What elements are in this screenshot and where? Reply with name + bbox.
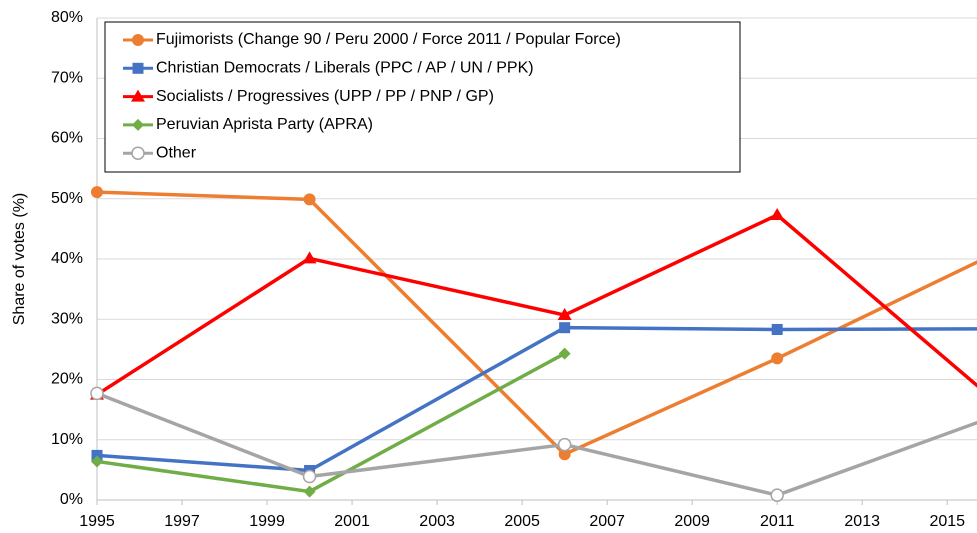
legend-label: Fujimorists (Change 90 / Peru 2000 / For…: [156, 31, 621, 48]
legend: Fujimorists (Change 90 / Peru 2000 / For…: [104, 21, 741, 173]
x-tick-label: 1997: [164, 513, 200, 530]
y-tick-label: 30%: [51, 310, 83, 327]
x-tick-label: 2007: [589, 513, 625, 530]
marker: [90, 386, 104, 401]
marker: [132, 34, 144, 46]
x-tick-label: 2011: [760, 513, 795, 530]
y-tick-label: 60%: [51, 130, 83, 147]
x-tick-label: 1995: [79, 513, 115, 530]
series-line: [96, 190, 977, 456]
marker: [302, 469, 317, 484]
marker: [91, 455, 103, 468]
y-tick-label: 0%: [60, 491, 83, 508]
marker: [558, 448, 571, 461]
y-tick-label: 40%: [51, 250, 83, 267]
marker: [559, 322, 571, 334]
y-tick-label: 80%: [51, 9, 83, 26]
x-tick-label: 1999: [249, 513, 285, 530]
marker: [302, 251, 317, 264]
marker: [303, 193, 316, 206]
marker: [131, 146, 145, 160]
y-tick-label: 70%: [51, 69, 83, 86]
y-tick-label: 10%: [51, 431, 83, 448]
marker: [303, 485, 316, 498]
marker: [558, 347, 571, 360]
y-tick-label: 50%: [51, 190, 83, 207]
legend-label: Socialists / Progressives (UPP / PP / PN…: [156, 88, 494, 105]
legend-box: [104, 21, 741, 173]
marker: [771, 352, 784, 365]
marker: [771, 323, 783, 335]
marker: [91, 186, 103, 199]
y-tick-label: 20%: [51, 371, 83, 388]
marker: [770, 488, 784, 502]
marker: [557, 437, 572, 452]
legend-label: Other: [156, 144, 197, 161]
x-tick-label: 2009: [674, 513, 710, 530]
x-tick-label: 2015: [929, 513, 965, 530]
x-tick-label: 2001: [334, 513, 370, 530]
y-axis-label: Share of votes (%): [11, 193, 28, 326]
marker: [132, 118, 144, 131]
marker: [91, 449, 103, 461]
x-tick-label: 2005: [504, 513, 540, 530]
marker: [557, 308, 572, 321]
marker: [770, 208, 785, 221]
plot-area: [90, 186, 977, 502]
legend-label: Peruvian Aprista Party (APRA): [156, 116, 373, 133]
legend-label: Christian Democrats / Liberals (PPC / AP…: [156, 60, 534, 77]
marker: [131, 89, 145, 102]
x-tick-label: 2013: [844, 513, 880, 530]
marker: [132, 62, 144, 74]
x-tick-label: 2003: [419, 513, 455, 530]
